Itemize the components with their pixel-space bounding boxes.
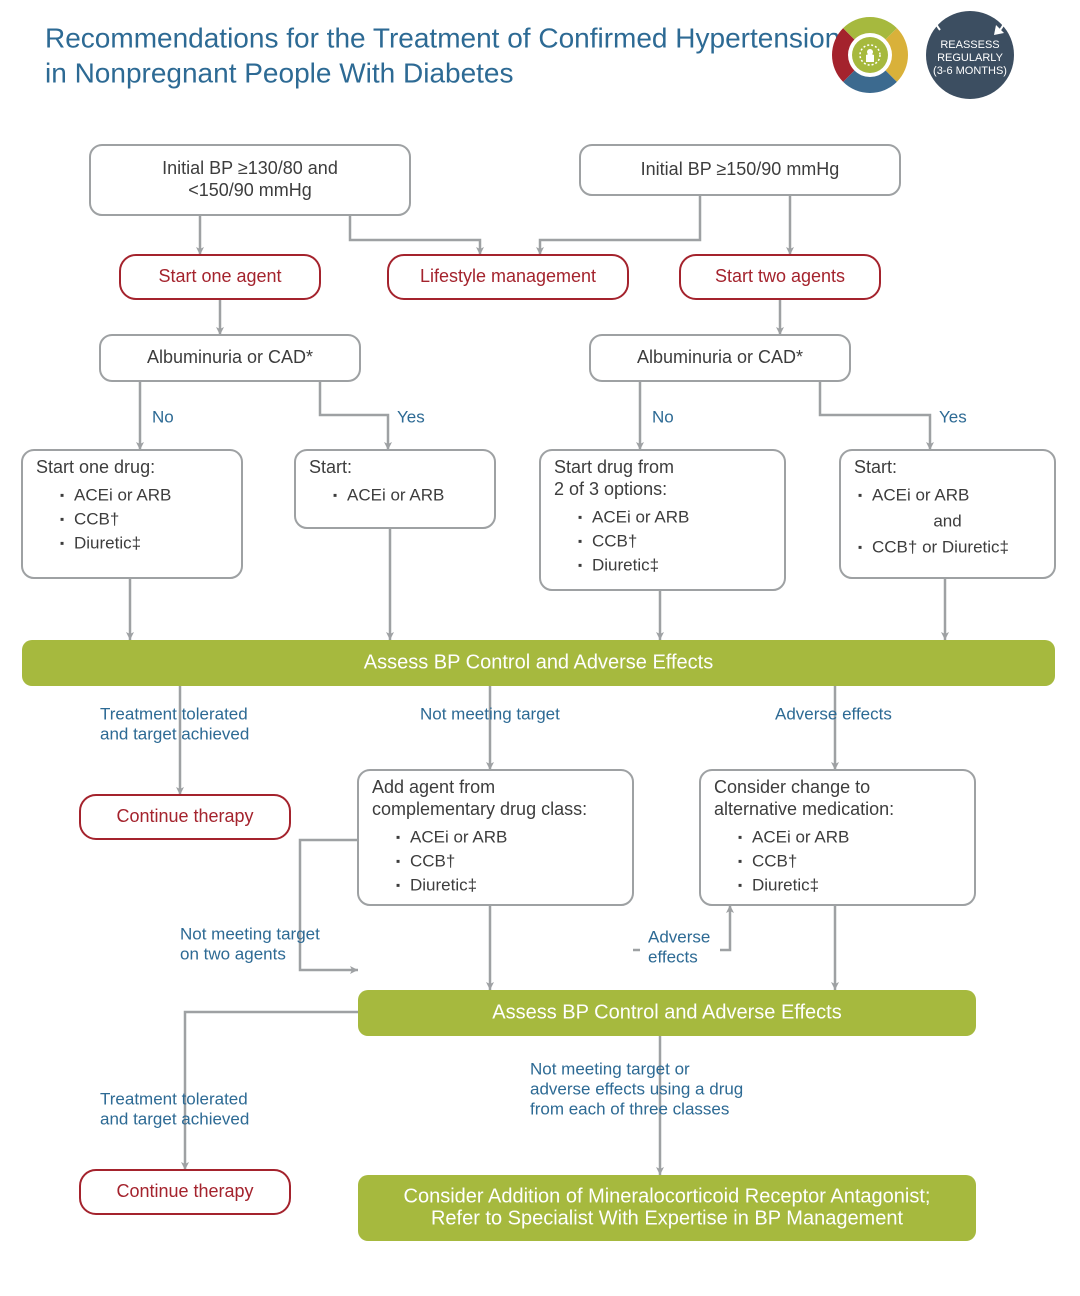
- svg-text:▪: ▪: [333, 488, 337, 502]
- edge-label-8: No: [652, 407, 674, 426]
- edge-label-15: Not meeting target: [420, 704, 560, 723]
- node-a1: Start one agent: [120, 255, 320, 299]
- svg-text:<150/90 mmHg: <150/90 mmHg: [188, 180, 312, 200]
- node-c1: Continue therapy: [80, 795, 290, 839]
- svg-text:▪: ▪: [60, 488, 64, 502]
- svg-text:Diuretic‡: Diuretic‡: [74, 533, 141, 552]
- title-line2: in Nonpregnant People With Diabetes: [45, 57, 514, 88]
- svg-text:Continue therapy: Continue therapy: [116, 806, 253, 826]
- node-n1: Initial BP ≥130/80 and<150/90 mmHg: [90, 145, 410, 215]
- svg-text:Assess BP Control and Adverse: Assess BP Control and Adverse Effects: [364, 651, 713, 673]
- node-d5: Add agent fromcomplementary drug class: ▪…: [358, 770, 633, 905]
- svg-text:▪: ▪: [60, 536, 64, 550]
- svg-text:Start:: Start:: [854, 457, 897, 477]
- svg-text:Lifestyle management: Lifestyle management: [420, 266, 596, 286]
- node-fin: Consider Addition of Mineralocorticoid R…: [358, 1175, 976, 1241]
- node-d2: Start: ▪ ACEi or ARB: [295, 450, 495, 528]
- svg-text:Start two agents: Start two agents: [715, 266, 845, 286]
- svg-text:▪: ▪: [578, 558, 582, 572]
- svg-text:CCB†: CCB†: [74, 509, 119, 528]
- svg-text:▪: ▪: [396, 854, 400, 868]
- svg-text:Consider change to: Consider change to: [714, 777, 870, 797]
- svg-text:complementary drug class:: complementary drug class:: [372, 799, 587, 819]
- svg-text:Diuretic‡: Diuretic‡: [592, 555, 659, 574]
- cycle-wheel-icon: [832, 17, 908, 93]
- edge-label-14-1: and target achieved: [100, 724, 249, 743]
- node-as1: Assess BP Control and Adverse Effects: [22, 640, 1055, 686]
- svg-text:Albuminuria or CAD*: Albuminuria or CAD*: [637, 347, 803, 367]
- svg-text:CCB†: CCB†: [592, 531, 637, 550]
- edge-label-14-0: Treatment tolerated: [100, 704, 248, 723]
- edge-label-19-0: Adverse: [648, 927, 710, 946]
- svg-text:Initial BP ≥130/80 and: Initial BP ≥130/80 and: [162, 158, 338, 178]
- svg-text:Consider Addition of Mineraloc: Consider Addition of Mineralocorticoid R…: [404, 1185, 931, 1207]
- svg-text:Start:: Start:: [309, 457, 352, 477]
- node-d3: Start drug from2 of 3 options: ▪ ACEi or A…: [540, 450, 785, 590]
- node-c2: Continue therapy: [80, 1170, 290, 1214]
- edge-label-20-1: on two agents: [180, 944, 286, 963]
- svg-text:▪: ▪: [738, 830, 742, 844]
- node-a3: Start two agents: [680, 255, 880, 299]
- svg-text:▪: ▪: [738, 854, 742, 868]
- node-a2: Lifestyle management: [388, 255, 628, 299]
- svg-text:▪: ▪: [578, 534, 582, 548]
- svg-text:ACEi or ARB: ACEi or ARB: [74, 485, 171, 504]
- svg-text:▪: ▪: [858, 540, 862, 554]
- svg-text:Start one drug:: Start one drug:: [36, 457, 155, 477]
- node-d1: Start one drug: ▪ ACEi or ARB ▪ CCB† ▪ Diureti…: [22, 450, 242, 578]
- edge-label-22-1: adverse effects using a drug: [530, 1079, 743, 1098]
- svg-text:Diuretic‡: Diuretic‡: [410, 875, 477, 894]
- svg-text:Assess BP Control and Adverse: Assess BP Control and Adverse Effects: [492, 1001, 841, 1023]
- node-d6: Consider change toalternative medication…: [700, 770, 975, 905]
- svg-text:Add agent from: Add agent from: [372, 777, 495, 797]
- svg-text:Diuretic‡: Diuretic‡: [752, 875, 819, 894]
- node-d4: Start: ▪ ACEi or ARB and ▪ CCB† or Diuretic‡: [840, 450, 1055, 578]
- svg-text:REGULARLY: REGULARLY: [937, 52, 1003, 64]
- svg-text:ACEi or ARB: ACEi or ARB: [752, 827, 849, 846]
- node-n2: Initial BP ≥150/90 mmHg: [580, 145, 900, 195]
- svg-text:REASSESS: REASSESS: [940, 39, 999, 51]
- svg-text:▪: ▪: [396, 878, 400, 892]
- edge-label-20-0: Not meeting target: [180, 924, 320, 943]
- svg-text:Initial BP ≥150/90 mmHg: Initial BP ≥150/90 mmHg: [641, 159, 840, 179]
- title-line1: Recommendations for the Treatment of Con…: [45, 22, 840, 53]
- svg-text:2 of 3 options:: 2 of 3 options:: [554, 479, 667, 499]
- svg-text:CCB†: CCB†: [410, 851, 455, 870]
- node-as2: Assess BP Control and Adverse Effects: [358, 990, 976, 1036]
- edge-label-6: No: [152, 407, 174, 426]
- svg-text:Refer to Specialist With Exper: Refer to Specialist With Expertise in BP…: [431, 1207, 904, 1229]
- svg-text:▪: ▪: [60, 512, 64, 526]
- svg-text:▪: ▪: [578, 510, 582, 524]
- edge-label-22-2: from each of three classes: [530, 1099, 729, 1118]
- svg-text:Continue therapy: Continue therapy: [116, 1181, 253, 1201]
- svg-text:(3-6 MONTHS): (3-6 MONTHS): [933, 65, 1007, 77]
- edge-label-21-1: and target achieved: [100, 1109, 249, 1128]
- edge-label-21-0: Treatment tolerated: [100, 1089, 248, 1108]
- node-n3: Albuminuria or CAD*: [100, 335, 360, 381]
- svg-text:Albuminuria or CAD*: Albuminuria or CAD*: [147, 347, 313, 367]
- svg-text:▪: ▪: [396, 830, 400, 844]
- svg-text:CCB† or Diuretic‡: CCB† or Diuretic‡: [872, 537, 1009, 556]
- svg-text:and: and: [933, 511, 961, 530]
- edge-label-16: Adverse effects: [775, 704, 892, 723]
- svg-text:alternative medication:: alternative medication:: [714, 799, 894, 819]
- svg-text:ACEi or ARB: ACEi or ARB: [592, 507, 689, 526]
- edge-label-7: Yes: [397, 407, 425, 426]
- svg-text:ACEi or ARB: ACEi or ARB: [872, 485, 969, 504]
- node-n4: Albuminuria or CAD*: [590, 335, 850, 381]
- edge-label-19-1: effects: [648, 947, 698, 966]
- svg-text:▪: ▪: [858, 488, 862, 502]
- edge-label-22-0: Not meeting target or: [530, 1059, 690, 1078]
- edge-label-9: Yes: [939, 407, 967, 426]
- svg-text:ACEi or ARB: ACEi or ARB: [410, 827, 507, 846]
- svg-text:Start one agent: Start one agent: [158, 266, 281, 286]
- svg-text:CCB†: CCB†: [752, 851, 797, 870]
- svg-text:▪: ▪: [738, 878, 742, 892]
- svg-text:Start drug from: Start drug from: [554, 457, 674, 477]
- svg-text:ACEi or ARB: ACEi or ARB: [347, 485, 444, 504]
